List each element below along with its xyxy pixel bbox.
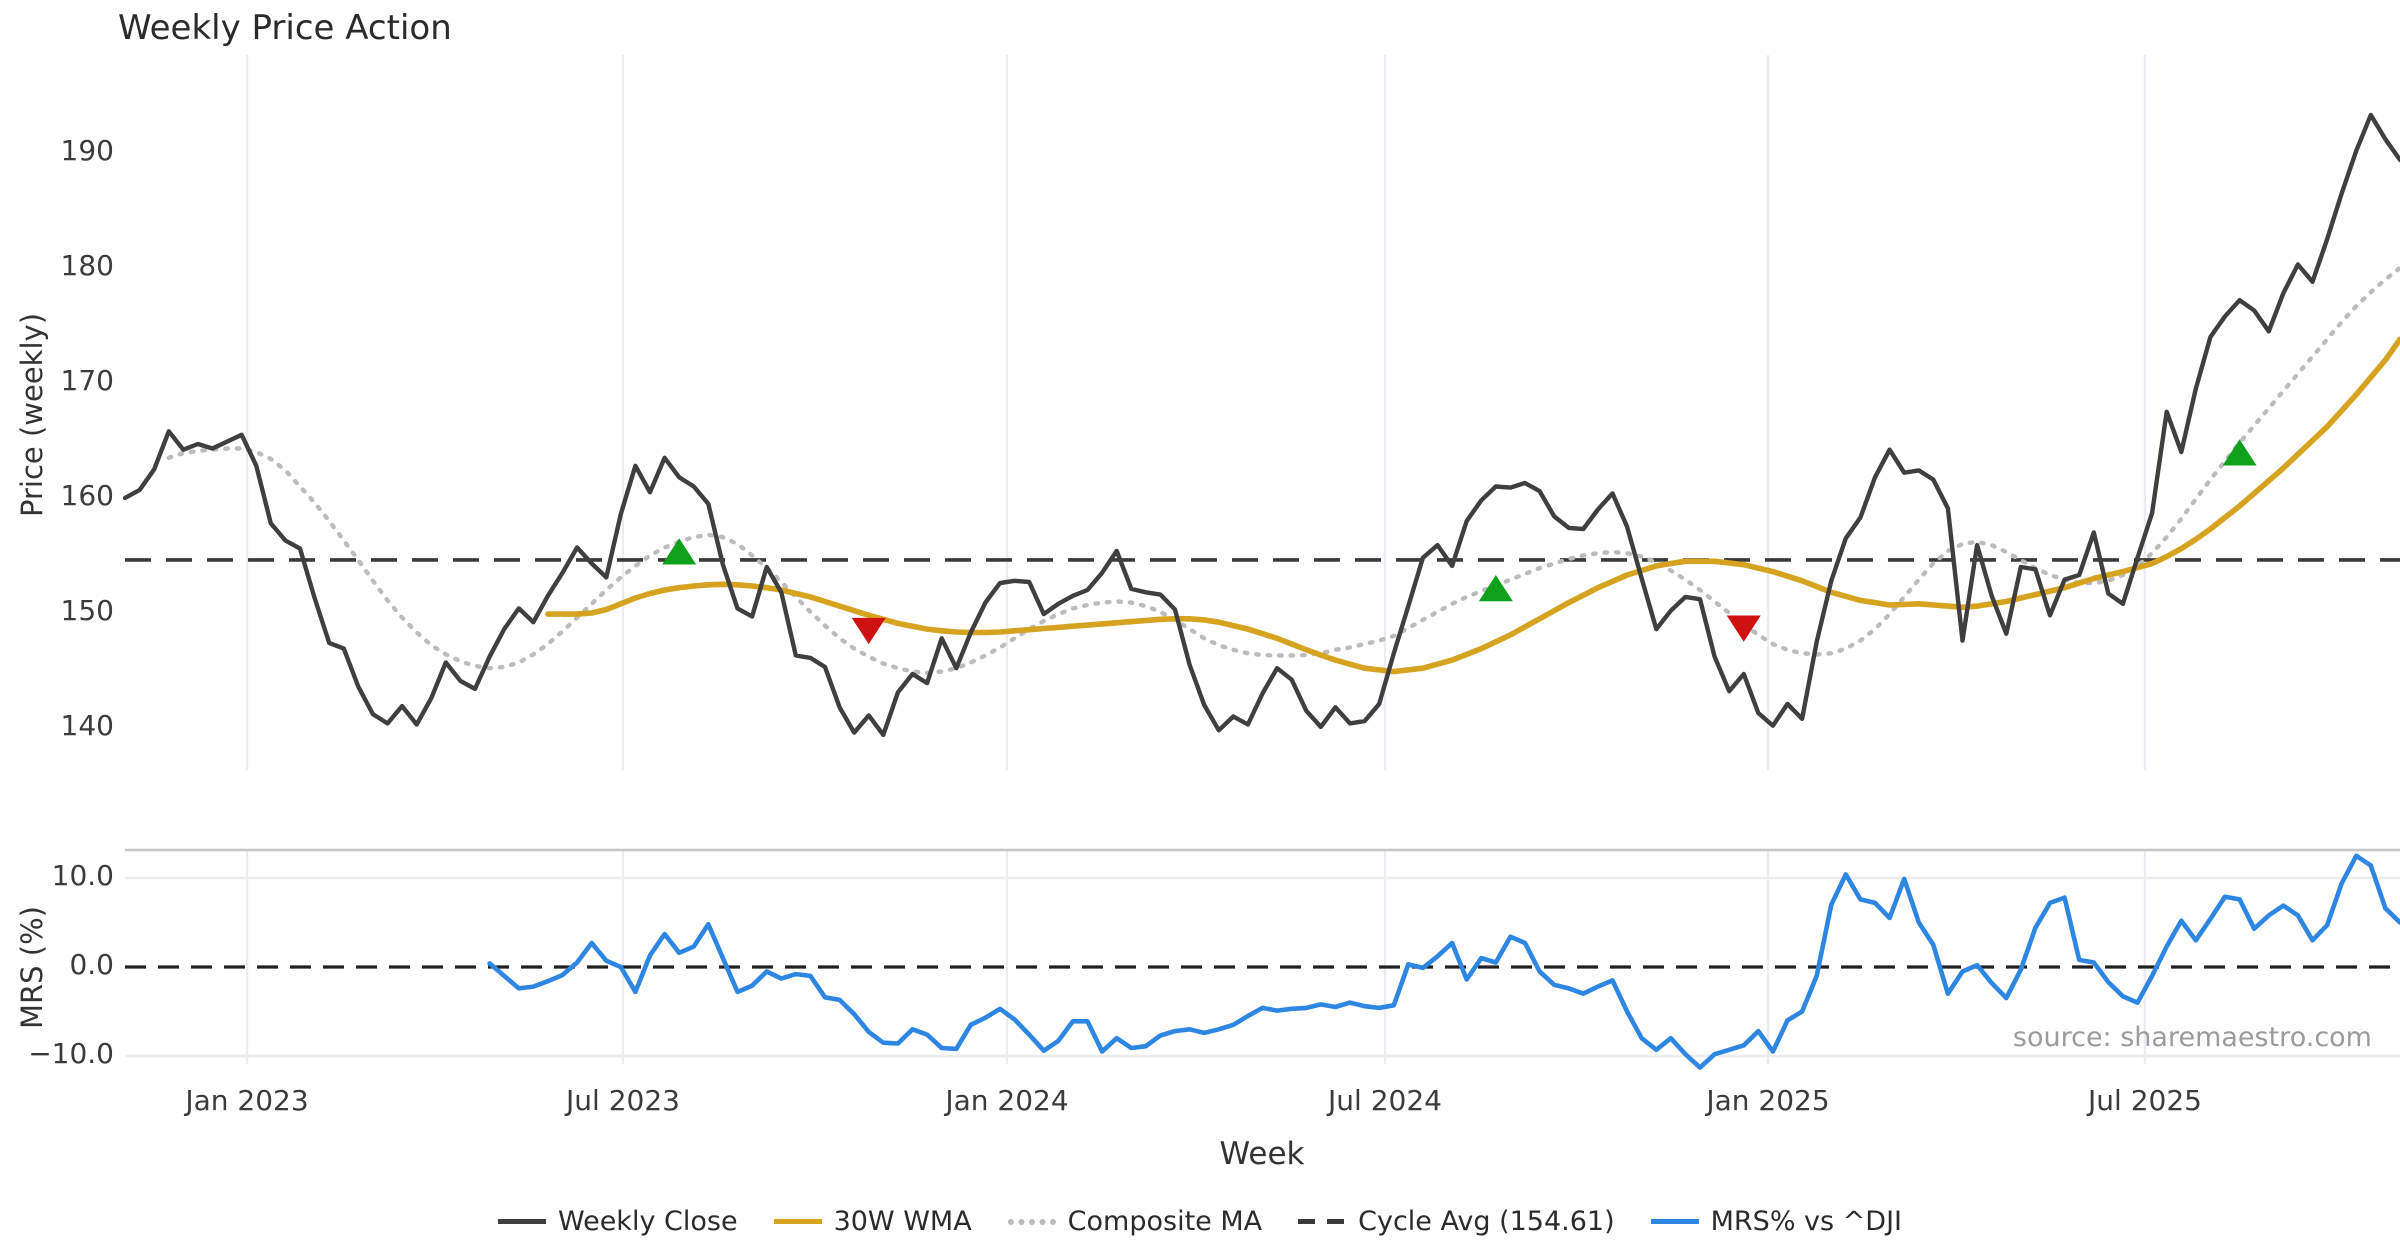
price-ytick: 190 — [60, 134, 114, 167]
legend-swatch-solid-icon — [1650, 1219, 1699, 1224]
mrs-ytick: −10.0 — [28, 1037, 114, 1070]
mrs-line — [487, 853, 2400, 1070]
x-tick: Jul 2025 — [2088, 1084, 2202, 1117]
price-ytick: 140 — [60, 709, 114, 742]
price-ytick: 180 — [60, 249, 114, 282]
buy-marker-icon — [662, 538, 697, 565]
price-ytick: 160 — [60, 479, 114, 512]
legend-item: Cycle Avg (154.61) — [1298, 1206, 1615, 1237]
legend-label: 30W WMA — [833, 1206, 972, 1237]
mrs-ytick: 0.0 — [69, 948, 114, 981]
composite-ma-line — [166, 265, 2400, 675]
weekly-close-line — [122, 112, 2400, 738]
legend-swatch-solid-icon — [497, 1219, 546, 1224]
x-tick: Jan 2023 — [185, 1084, 309, 1117]
x-tick: Jan 2025 — [1706, 1084, 1830, 1117]
legend-item: Weekly Close — [497, 1206, 738, 1237]
wma-line — [545, 336, 2400, 675]
x-tick: Jul 2024 — [1328, 1084, 1442, 1117]
buy-marker-icon — [1478, 575, 1513, 602]
mrs-ytick: 10.0 — [51, 859, 114, 892]
sell-marker-icon — [1726, 615, 1761, 642]
x-tick: Jan 2024 — [945, 1084, 1069, 1117]
legend-swatch-dashed-icon — [1298, 1219, 1347, 1224]
x-tick: Jul 2023 — [566, 1084, 680, 1117]
price-ytick: 170 — [60, 364, 114, 397]
x-axis-label: Week — [1219, 1136, 1305, 1172]
legend-item: 30W WMA — [773, 1206, 972, 1237]
price-ytick: 150 — [60, 594, 114, 627]
source-credit: source: sharemaestro.com — [2012, 1022, 2372, 1053]
legend-swatch-solid-icon — [773, 1219, 822, 1224]
legend-label: MRS% vs ^DJI — [1710, 1206, 1903, 1237]
legend: Weekly Close 30W WMA Composite MA Cycle Avg… — [0, 1206, 2400, 1237]
buy-marker-icon — [2222, 439, 2257, 466]
chart-title: Weekly Price Action — [118, 8, 452, 48]
sell-marker-icon — [851, 617, 886, 645]
legend-item: Composite MA — [1007, 1206, 1263, 1237]
legend-label: Composite MA — [1067, 1206, 1263, 1237]
legend-label: Cycle Avg (154.61) — [1358, 1206, 1615, 1237]
legend-label: Weekly Close — [557, 1206, 738, 1237]
legend-swatch-dotted-icon — [1007, 1218, 1056, 1225]
legend-item: MRS% vs ^DJI — [1650, 1206, 1903, 1237]
